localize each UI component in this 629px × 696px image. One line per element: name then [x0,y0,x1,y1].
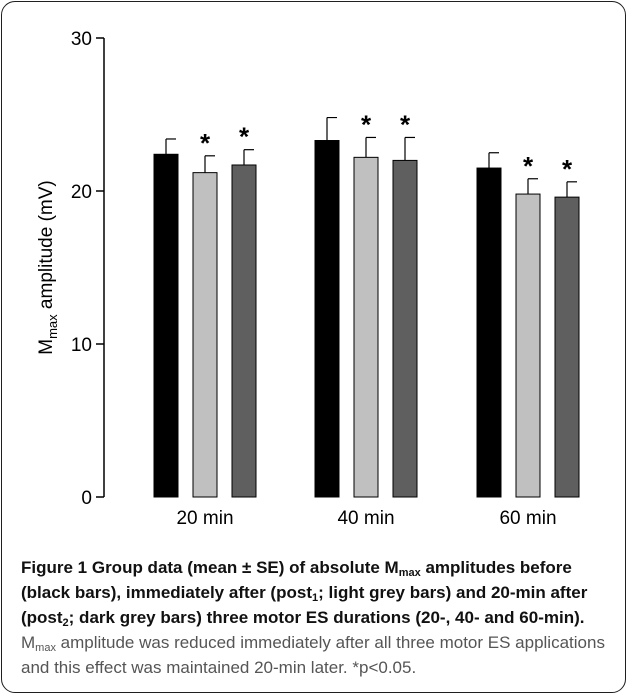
y-axis-title: Mmax amplitude (mV) [36,180,60,355]
significance-marker: * [361,109,372,139]
caption-bold: Figure 1 Group data (mean ± SE) of absol… [21,558,588,629]
significance-marker: * [562,154,573,184]
bar [476,167,502,498]
y-tick-label: 10 [71,335,92,356]
significance-marker: * [200,128,211,158]
bar [231,164,257,498]
bar [554,196,580,498]
bar [314,140,340,498]
x-tick-label: 20 min [176,508,233,529]
y-tick-label: 0 [81,488,92,509]
bar [153,153,179,498]
figure-caption: Figure 1 Group data (mean ± SE) of absol… [21,555,613,680]
bar [515,193,541,498]
caption-normal: Mmax amplitude was reduced immediately a… [21,633,605,677]
x-tick-label: 40 min [337,508,394,529]
bar [192,172,218,498]
significance-marker: * [239,122,250,152]
y-tick-label: 20 [71,182,92,203]
significance-marker: * [400,109,411,139]
bar [392,159,418,498]
significance-marker: * [523,151,534,181]
x-tick-label: 60 min [499,508,556,529]
bar [353,156,379,498]
y-tick-label: 30 [71,29,92,50]
bar-chart: 0 10 20 30 Mmax amplitude (mV) * * 20 min * * 40 m… [36,29,580,529]
